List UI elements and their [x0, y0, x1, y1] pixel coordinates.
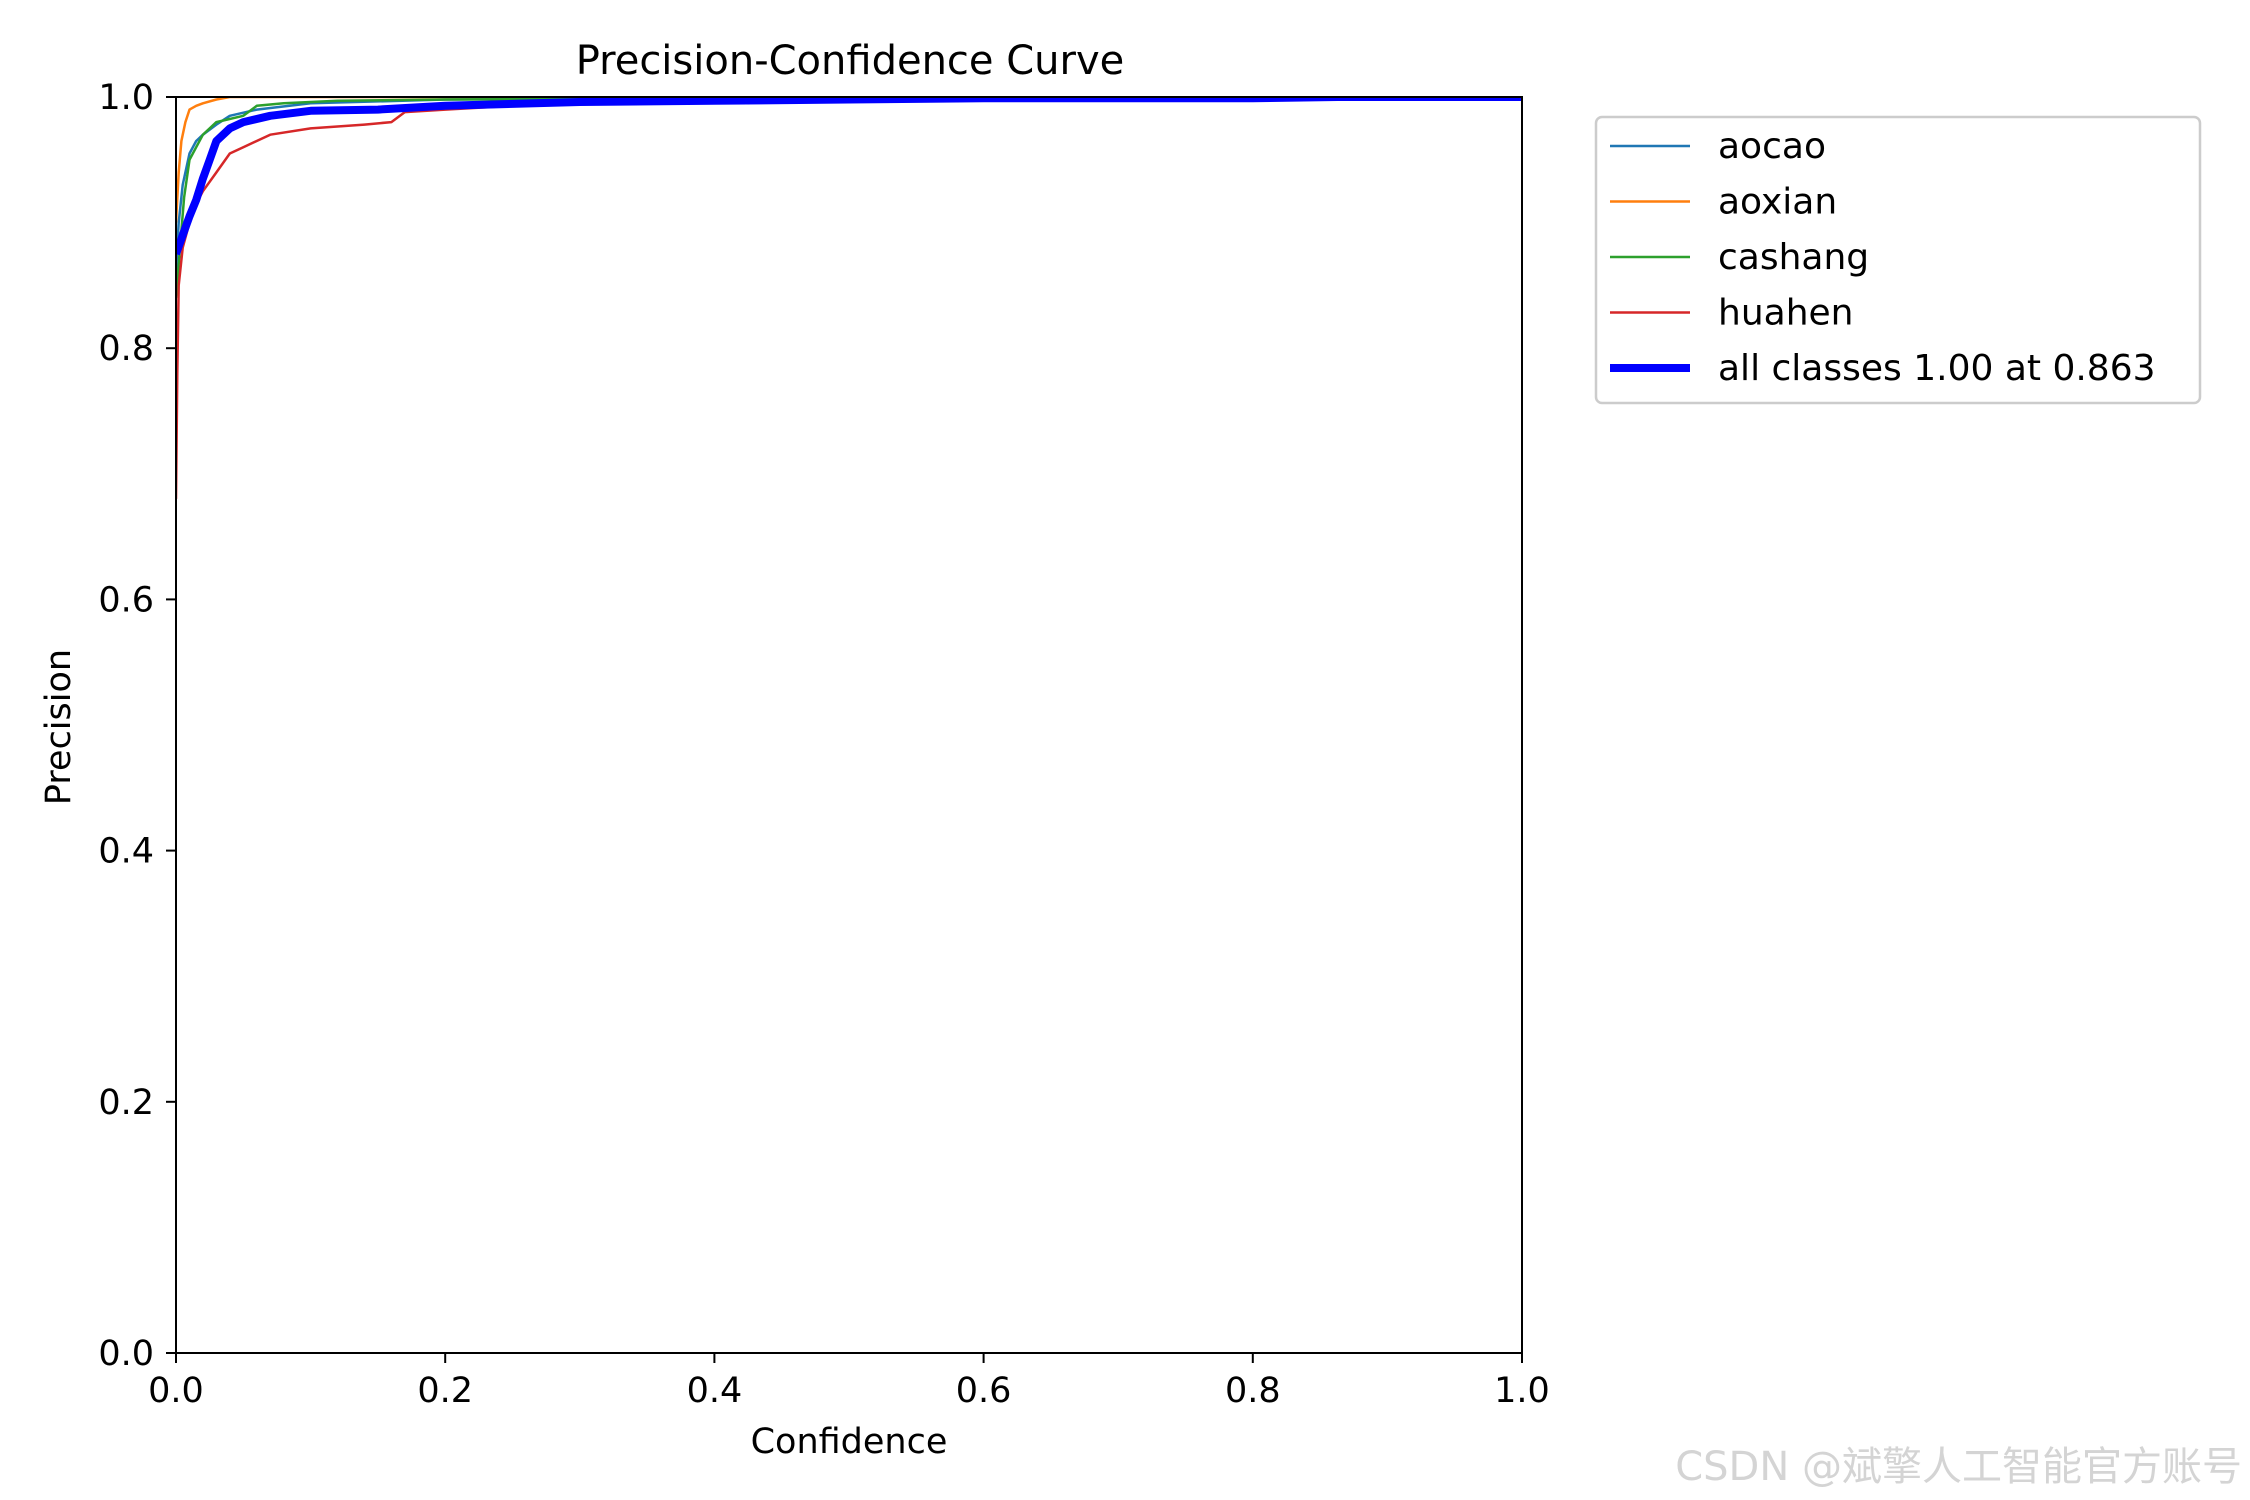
y-axis-label: Precision — [39, 649, 79, 805]
legend-label-1: aoxian — [1718, 182, 1837, 223]
y-tick-label: 0.2 — [98, 1083, 154, 1123]
chart-title: Precision-Confidence Curve — [576, 38, 1125, 84]
y-tick-label: 0.6 — [98, 580, 154, 620]
legend-label-2: cashang — [1718, 237, 1869, 278]
y-axis-ticks: 0.0 0.2 0.4 0.6 0.8 1.0 — [98, 78, 176, 1374]
x-axis-label: Confidence — [751, 1422, 948, 1462]
legend-label-3: huahen — [1718, 293, 1853, 334]
series-group — [176, 97, 1522, 499]
legend: aocao aoxian cashang huahen all classes 1.00… — [1594, 115, 2202, 405]
y-tick-label: 0.0 — [98, 1334, 154, 1374]
x-tick-label: 0.8 — [1225, 1371, 1281, 1411]
x-tick-label: 0.0 — [148, 1371, 204, 1411]
x-axis-ticks: 0.0 0.2 0.4 0.6 0.8 1.0 — [148, 1353, 1550, 1411]
x-tick-label: 0.4 — [687, 1371, 743, 1411]
series-line-1 — [176, 97, 1522, 223]
legend-frame — [1594, 115, 2202, 405]
y-tick-label: 0.8 — [98, 329, 154, 369]
x-tick-label: 0.6 — [956, 1371, 1012, 1411]
x-tick-label: 1.0 — [1494, 1371, 1550, 1411]
y-tick-label: 0.4 — [98, 832, 154, 872]
axes-frame — [175, 96, 1523, 1354]
legend-label-0: aocao — [1718, 126, 1826, 167]
x-tick-label: 0.2 — [417, 1371, 473, 1411]
watermark: CSDN @斌擎人工智能官方账号 — [1675, 1444, 2242, 1490]
series-line-3 — [176, 97, 1522, 499]
series-line-2 — [176, 97, 1522, 299]
series-line-4 — [176, 97, 1522, 256]
y-tick-label: 1.0 — [98, 78, 154, 118]
legend-label-4: all classes 1.00 at 0.863 — [1718, 348, 2156, 389]
